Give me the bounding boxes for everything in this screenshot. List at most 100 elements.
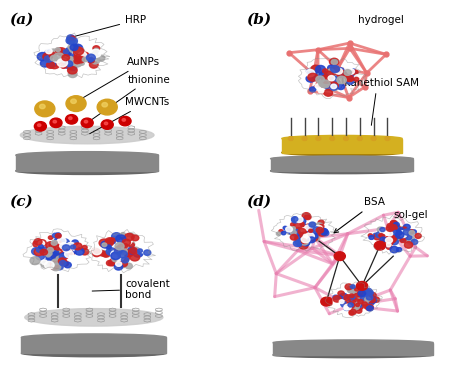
Circle shape	[310, 235, 318, 241]
Circle shape	[41, 261, 50, 268]
Circle shape	[382, 240, 390, 247]
Circle shape	[111, 237, 117, 241]
Circle shape	[385, 240, 393, 246]
Circle shape	[386, 231, 392, 237]
Circle shape	[355, 304, 363, 310]
Circle shape	[53, 61, 60, 66]
Circle shape	[71, 40, 77, 45]
Circle shape	[122, 237, 127, 241]
Circle shape	[46, 242, 55, 249]
Circle shape	[73, 53, 78, 57]
Circle shape	[55, 48, 60, 52]
Circle shape	[35, 249, 40, 253]
Ellipse shape	[20, 126, 154, 144]
Circle shape	[56, 260, 61, 265]
Circle shape	[358, 291, 365, 296]
Circle shape	[92, 247, 101, 255]
Circle shape	[128, 247, 136, 254]
Circle shape	[406, 236, 415, 243]
Circle shape	[36, 253, 45, 260]
Circle shape	[99, 239, 109, 247]
Circle shape	[391, 232, 400, 240]
Circle shape	[299, 242, 308, 249]
Circle shape	[64, 262, 71, 268]
Circle shape	[305, 70, 315, 77]
Circle shape	[308, 237, 315, 243]
Circle shape	[310, 222, 316, 227]
Text: (a): (a)	[9, 13, 34, 27]
Circle shape	[327, 298, 332, 302]
Circle shape	[392, 233, 398, 238]
Circle shape	[105, 238, 114, 244]
Circle shape	[385, 237, 392, 243]
Circle shape	[62, 55, 70, 61]
Circle shape	[45, 56, 53, 62]
Circle shape	[392, 231, 398, 236]
Circle shape	[124, 253, 129, 257]
Circle shape	[319, 228, 326, 233]
Circle shape	[49, 49, 58, 55]
Circle shape	[308, 235, 312, 239]
Circle shape	[301, 223, 305, 226]
Circle shape	[389, 225, 397, 231]
Circle shape	[45, 262, 54, 269]
Circle shape	[295, 240, 302, 245]
Circle shape	[365, 304, 374, 311]
Circle shape	[356, 298, 359, 301]
Circle shape	[119, 262, 127, 268]
Circle shape	[324, 90, 333, 96]
Circle shape	[120, 235, 125, 239]
Circle shape	[305, 225, 311, 230]
Circle shape	[124, 238, 132, 244]
Circle shape	[363, 290, 372, 296]
Polygon shape	[271, 159, 413, 171]
Circle shape	[383, 238, 390, 244]
Circle shape	[45, 259, 51, 264]
Circle shape	[311, 229, 319, 235]
Circle shape	[73, 60, 82, 67]
Circle shape	[353, 299, 360, 304]
Circle shape	[333, 81, 339, 86]
Circle shape	[330, 137, 335, 141]
Circle shape	[67, 48, 77, 56]
Circle shape	[52, 242, 57, 246]
Circle shape	[309, 76, 313, 79]
Circle shape	[92, 250, 100, 257]
Circle shape	[35, 122, 46, 131]
Circle shape	[66, 62, 73, 68]
Circle shape	[123, 241, 130, 247]
Text: MWCNTs: MWCNTs	[90, 97, 169, 134]
Circle shape	[402, 227, 407, 230]
Circle shape	[66, 96, 86, 112]
Circle shape	[49, 61, 55, 67]
Circle shape	[74, 55, 81, 60]
Circle shape	[80, 61, 84, 65]
Circle shape	[110, 241, 115, 245]
Circle shape	[131, 247, 140, 254]
Circle shape	[328, 79, 337, 86]
Circle shape	[346, 74, 355, 81]
Circle shape	[336, 84, 342, 88]
Circle shape	[48, 246, 53, 250]
Circle shape	[309, 229, 313, 232]
Circle shape	[349, 309, 356, 315]
Circle shape	[67, 57, 73, 61]
Circle shape	[127, 251, 133, 256]
Circle shape	[391, 225, 400, 233]
Circle shape	[373, 297, 380, 302]
Circle shape	[386, 237, 395, 243]
Circle shape	[97, 55, 105, 61]
Circle shape	[77, 251, 82, 255]
Circle shape	[387, 238, 392, 242]
Circle shape	[403, 224, 410, 230]
Circle shape	[55, 250, 60, 255]
Circle shape	[72, 44, 82, 52]
Circle shape	[114, 263, 123, 270]
Circle shape	[294, 230, 300, 234]
Circle shape	[120, 261, 128, 267]
Circle shape	[46, 249, 51, 253]
Circle shape	[352, 292, 357, 296]
Text: sol-gel: sol-gel	[393, 210, 428, 220]
Circle shape	[391, 238, 398, 245]
Circle shape	[79, 249, 84, 254]
